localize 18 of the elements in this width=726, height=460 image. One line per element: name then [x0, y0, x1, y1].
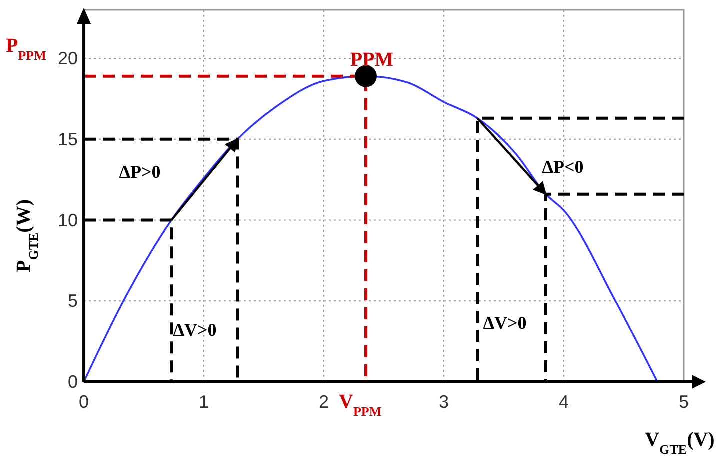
- x-tick-label: 2: [318, 392, 330, 412]
- text: V$_{PPM}$: [339, 391, 382, 418]
- annotation: ΔP>0: [119, 162, 161, 182]
- y-tick-label: 0: [68, 372, 78, 392]
- y-tick-label: 10: [58, 210, 78, 230]
- x-axis-title: V$_{GTE}$(V): [645, 429, 715, 456]
- x-tick-label: 3: [438, 392, 450, 412]
- y-tick-label: 15: [58, 129, 78, 150]
- x-tick-label: 5: [678, 392, 690, 412]
- annotation: PPM: [350, 49, 394, 71]
- x-tick-label: 4: [558, 392, 570, 412]
- text: P$_{PPM}$: [6, 35, 46, 62]
- annotation: ΔV>0: [173, 320, 217, 340]
- annotation: ΔV>0: [483, 313, 527, 333]
- x-tick-label: 1: [198, 392, 210, 412]
- y-tick-label: 20: [58, 48, 78, 69]
- annotation: ΔP<0: [542, 157, 584, 177]
- y-tick-label: 5: [68, 291, 78, 312]
